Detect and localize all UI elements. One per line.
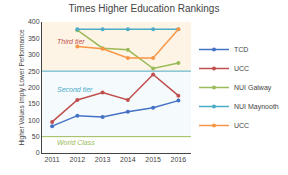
- svg-text:200: 200: [28, 84, 40, 91]
- svg-text:Third tier: Third tier: [57, 38, 85, 45]
- svg-text:2013: 2013: [95, 156, 111, 163]
- svg-text:2011: 2011: [45, 156, 60, 163]
- svg-text:TCD: TCD: [234, 46, 248, 53]
- svg-text:Second tier: Second tier: [57, 86, 93, 93]
- svg-text:2012: 2012: [70, 156, 86, 163]
- svg-text:100: 100: [28, 117, 40, 124]
- svg-text:250: 250: [28, 68, 40, 75]
- svg-text:400: 400: [28, 18, 40, 25]
- svg-text:50: 50: [32, 133, 40, 140]
- svg-text:UCC: UCC: [234, 65, 249, 72]
- svg-text:Times Higher Education Ranking: Times Higher Education Rankings: [69, 3, 220, 14]
- svg-text:World Class: World Class: [57, 139, 95, 146]
- svg-text:300: 300: [28, 51, 40, 58]
- svg-text:Higher Values Imply Lower Perf: Higher Values Imply Lower Performance: [18, 29, 26, 146]
- svg-text:150: 150: [28, 100, 40, 107]
- svg-text:NUI Maynooth: NUI Maynooth: [234, 103, 279, 111]
- svg-text:2015: 2015: [145, 156, 161, 163]
- svg-text:0: 0: [36, 149, 40, 156]
- svg-text:NUI Galway: NUI Galway: [234, 84, 272, 92]
- svg-text:2014: 2014: [120, 156, 136, 163]
- svg-text:350: 350: [28, 35, 40, 42]
- svg-text:UCC: UCC: [234, 122, 249, 129]
- svg-text:2016: 2016: [171, 156, 187, 163]
